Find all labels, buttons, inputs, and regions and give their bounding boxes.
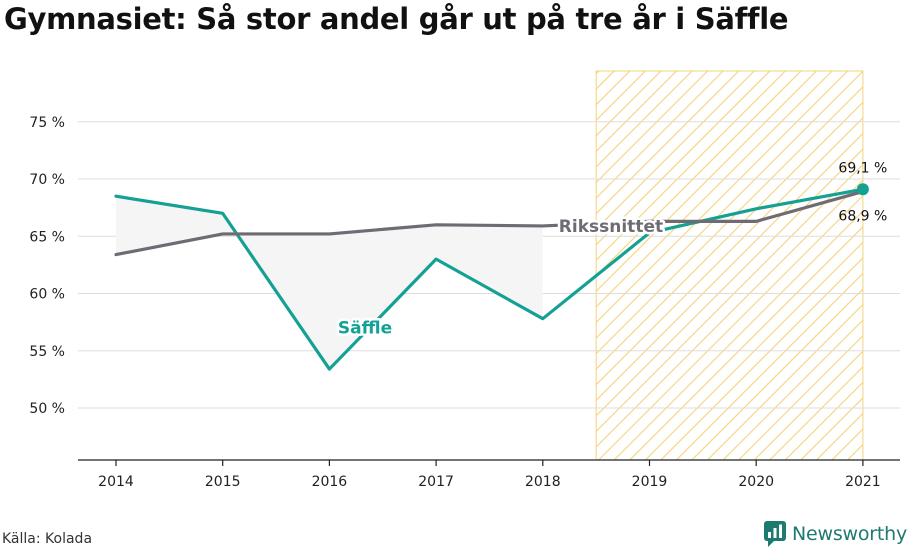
difference-area xyxy=(116,196,543,370)
chart-bubble-icon xyxy=(764,521,786,547)
x-tick-label: 2015 xyxy=(205,474,241,490)
newsworthy-logo: Newsworthy xyxy=(764,519,907,549)
y-tick-label: 50 % xyxy=(29,401,65,417)
chart-title: Gymnasiet: Så stor andel går ut på tre å… xyxy=(4,2,789,36)
series-line-riks xyxy=(114,189,865,257)
y-tick-label: 75 % xyxy=(29,115,65,131)
x-tick-label: 2019 xyxy=(632,474,668,490)
value-label-saffle: 69,1 % xyxy=(838,160,887,176)
x-tick-label: 2016 xyxy=(312,474,348,490)
y-tick-label: 55 % xyxy=(29,344,65,360)
highlight-zone xyxy=(595,70,864,461)
y-tick-label: 65 % xyxy=(29,229,65,245)
value-label-riks: 68,9 % xyxy=(838,209,887,225)
x-tick-label: 2021 xyxy=(845,474,881,490)
x-tick-label: 2014 xyxy=(98,474,134,490)
x-tick-label: 2017 xyxy=(418,474,454,490)
x-tick-label: 2018 xyxy=(525,474,561,490)
series-label-saffle: Säffle xyxy=(338,319,392,339)
y-tick-label: 70 % xyxy=(29,172,65,188)
source-note: Källa: Kolada xyxy=(2,531,93,547)
brand-name: Newsworthy xyxy=(792,523,908,545)
y-tick-label: 60 % xyxy=(29,287,65,303)
series-label-riks: Rikssnittet xyxy=(559,217,663,237)
end-point-saffle xyxy=(856,183,869,196)
x-tick-label: 2020 xyxy=(738,474,774,490)
series-line-saffle xyxy=(114,187,865,371)
